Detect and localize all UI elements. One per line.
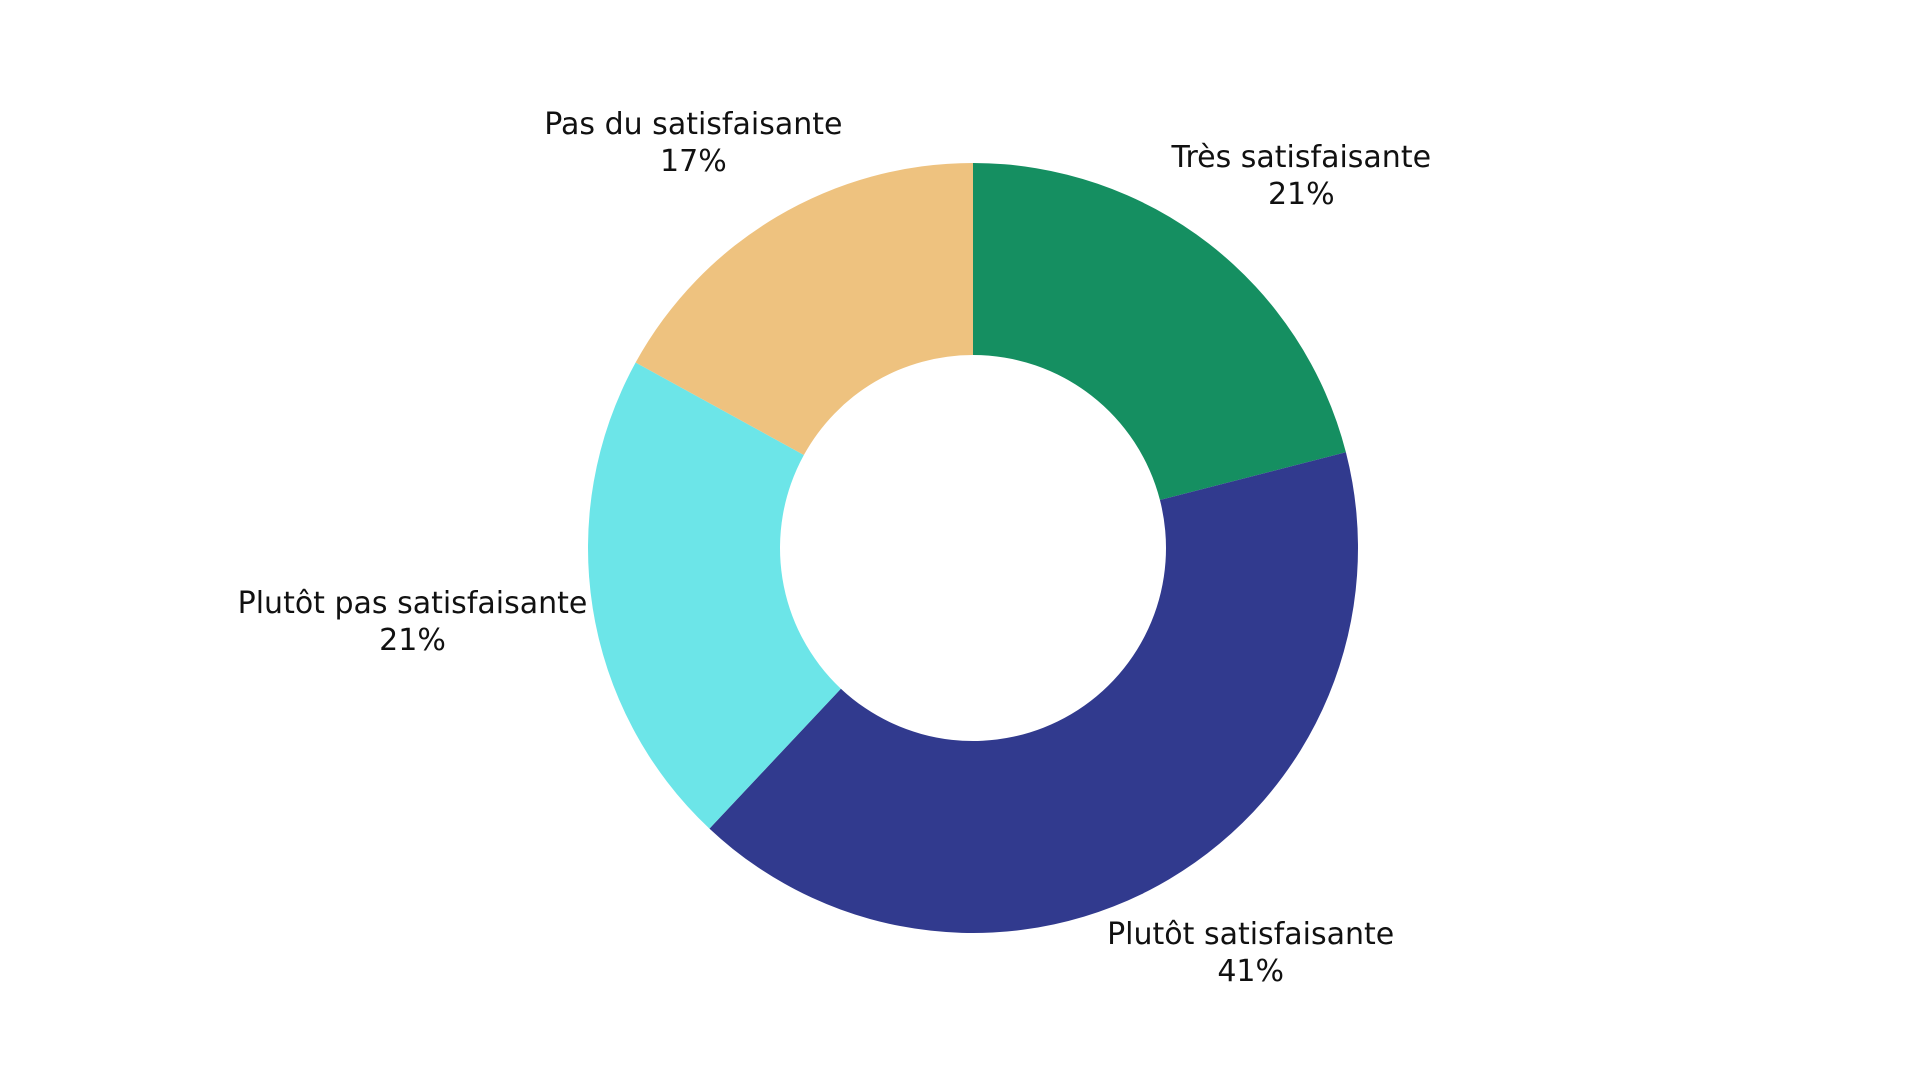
slice-data-label: Très satisfaisante 21% [1172, 139, 1431, 213]
slice-label-name: Plutôt pas satisfaisante [237, 585, 588, 621]
donut-slice [973, 163, 1346, 501]
donut-slice [587, 362, 841, 829]
slice-label-percent: 21% [1267, 176, 1335, 212]
slice-data-label: Plutôt satisfaisante 41% [1107, 916, 1394, 990]
slice-data-label: Pas du satisfaisante 17% [544, 106, 842, 180]
slice-label-percent: 41% [1217, 954, 1284, 990]
slice-data-label: Plutôt pas satisfaisante 21% [238, 585, 588, 659]
donut-slice [635, 163, 973, 456]
slice-label-percent: 17% [660, 143, 727, 179]
slice-label-percent: 21% [379, 622, 446, 658]
slice-label-name: Plutôt satisfaisante [1107, 917, 1395, 953]
slice-label-name: Pas du satisfaisante [544, 106, 843, 142]
slice-label-name: Très satisfaisante [1171, 139, 1432, 175]
donut-slice [709, 452, 1358, 933]
